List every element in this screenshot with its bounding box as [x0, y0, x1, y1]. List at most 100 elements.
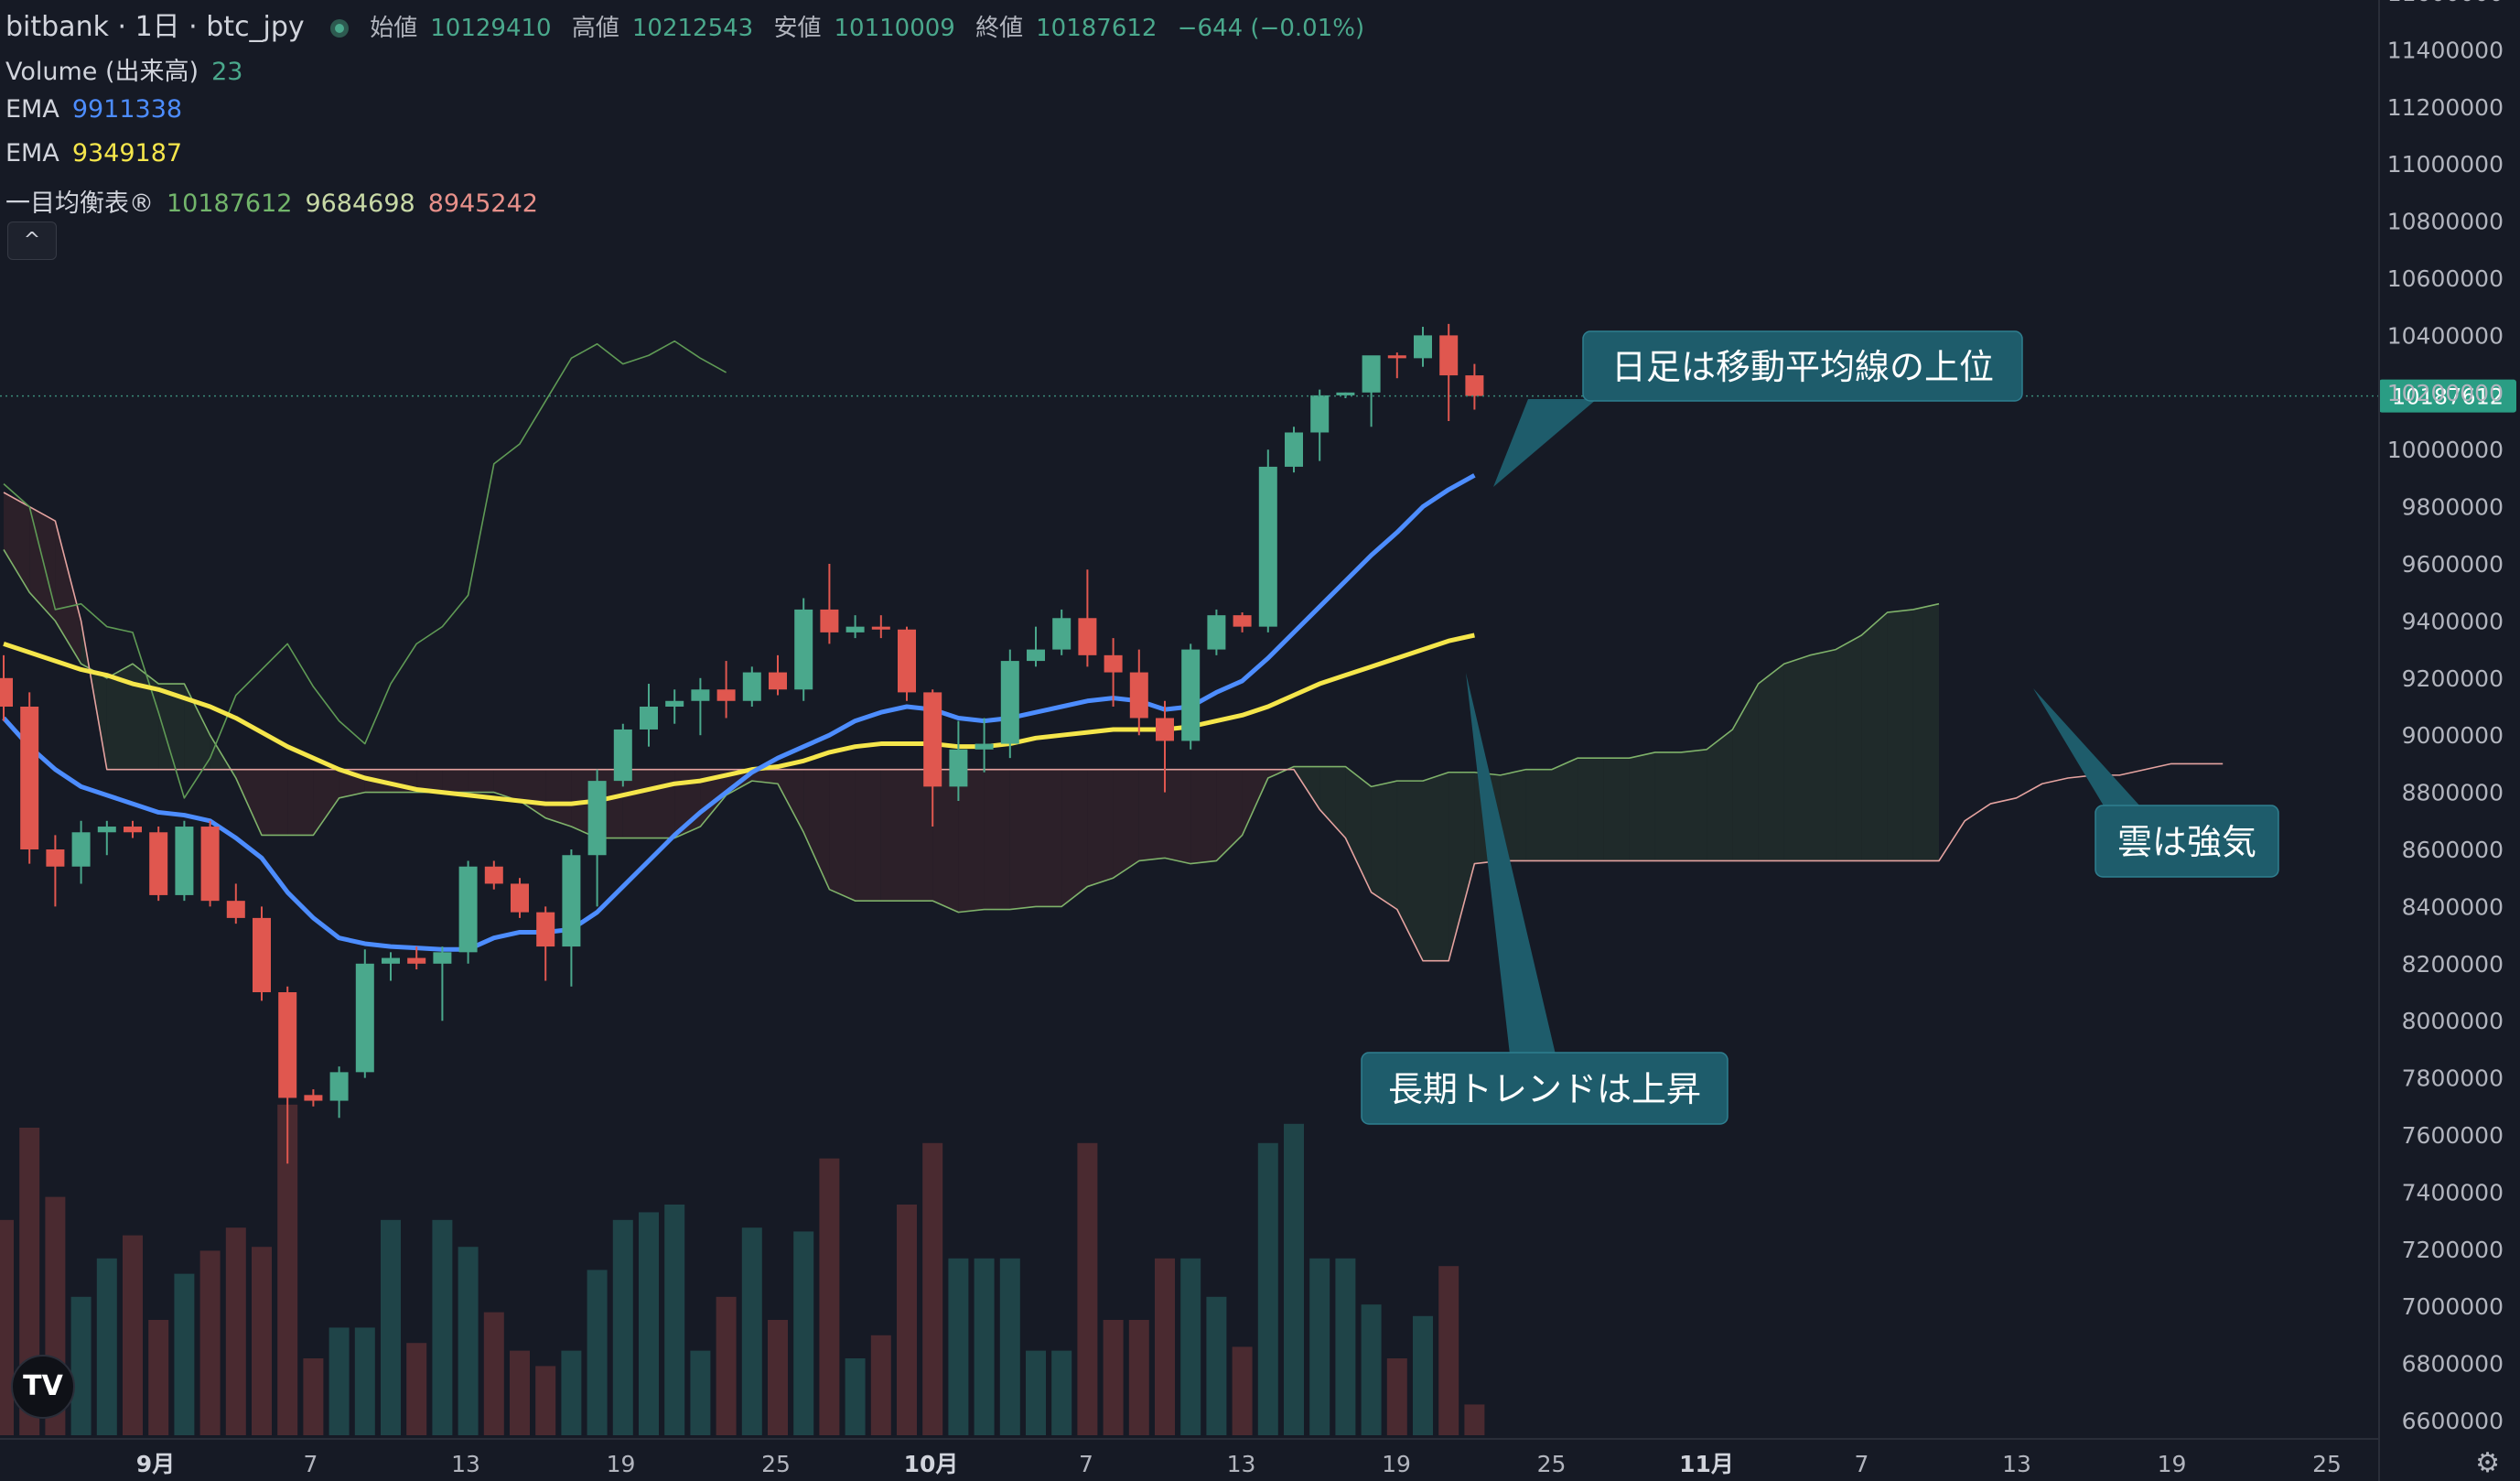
y-tick-label: 7200000	[2402, 1237, 2504, 1263]
ema2-legend[interactable]: EMA 9349187	[5, 139, 195, 168]
candle-body	[1285, 432, 1303, 467]
cloud-segment	[700, 769, 727, 827]
candle-body	[1414, 335, 1432, 359]
candle-body	[1233, 615, 1252, 627]
cloud-segment	[235, 769, 262, 836]
candle-body	[1052, 618, 1072, 650]
cloud-segment	[1810, 649, 1836, 861]
cloud-segment	[133, 664, 159, 770]
volume-bar	[664, 1205, 685, 1435]
candle-body	[1078, 618, 1097, 655]
callout-text: 日足は移動平均線の上位	[1611, 347, 1994, 387]
volume-bar	[483, 1312, 504, 1435]
high-label: 高値	[571, 15, 619, 42]
volume-bar	[819, 1158, 840, 1435]
candle-body	[898, 629, 916, 693]
cloud-segment	[958, 769, 985, 913]
volume-bar	[1438, 1266, 1459, 1435]
candle-body	[1027, 649, 1045, 662]
cloud-segment	[442, 769, 468, 793]
volume-bar	[199, 1250, 221, 1435]
x-tick-label: 13	[451, 1451, 480, 1477]
cloud-segment	[262, 769, 288, 836]
cloud-segment	[1319, 766, 1346, 838]
volume-bar	[252, 1247, 272, 1435]
volume-bar	[0, 1219, 14, 1435]
cloud-segment	[1912, 603, 1939, 861]
cloud-segment	[778, 769, 804, 833]
volume-bar	[1284, 1123, 1304, 1435]
volume-bar	[96, 1258, 117, 1435]
volume-bar	[897, 1205, 917, 1435]
volume-bar	[432, 1219, 453, 1435]
last-price-label: 10187612	[2392, 384, 2504, 410]
cloud-segment	[1448, 772, 1475, 961]
cloud-segment	[184, 684, 210, 770]
cloud-segment	[4, 492, 30, 593]
volume-bar	[690, 1350, 711, 1435]
y-tick-label: 11600000	[2387, 0, 2504, 6]
cloud-segment	[1654, 751, 1681, 861]
x-tick-label: 13	[2002, 1451, 2031, 1477]
volume-bar	[458, 1247, 479, 1435]
span-a-line	[3, 548, 1940, 913]
volume-bar	[1413, 1315, 1433, 1435]
tradingview-logo-icon[interactable]: TV	[11, 1355, 75, 1419]
callout-text: 雲は強気	[2117, 822, 2256, 862]
y-tick-label: 9600000	[2402, 551, 2504, 578]
callout-box	[1361, 1052, 1728, 1125]
volume-legend[interactable]: Volume (出来高) 23	[5, 51, 255, 87]
candle-body	[1104, 654, 1123, 673]
candle-body	[124, 827, 142, 833]
candle-body	[820, 609, 839, 632]
volume-bar	[406, 1343, 427, 1435]
volume-bar	[1128, 1320, 1149, 1435]
candlesticks	[0, 323, 1484, 1164]
candle-body	[640, 707, 658, 730]
y-tick-label: 8400000	[2402, 893, 2504, 920]
volume-bar	[793, 1231, 814, 1435]
collapse-legend-button[interactable]: ^	[7, 222, 57, 260]
y-tick-label: 10000000	[2387, 437, 2504, 463]
cloud-segment	[1036, 769, 1062, 907]
cloud-segment	[907, 769, 933, 902]
x-tick-label: 19	[1382, 1451, 1411, 1477]
ichimoku-legend[interactable]: 一目均衡表® 10187612 9684698 8945242	[5, 183, 551, 219]
symbol-title[interactable]: bitbank · 1日 · btc_jpy	[5, 11, 305, 43]
volume-bar	[1155, 1258, 1175, 1435]
volume-bar	[922, 1142, 943, 1435]
cloud-segment	[1396, 781, 1423, 961]
volume-value: 23	[211, 58, 243, 86]
candle-body	[278, 992, 297, 1098]
volume-bar	[174, 1273, 195, 1435]
price-line: 10187612	[0, 379, 2516, 413]
candle-body	[226, 901, 245, 918]
volume-bar	[948, 1258, 969, 1435]
candle-body	[871, 626, 890, 630]
change-value: −644 (−0.01%)	[1177, 15, 1365, 42]
y-tick-label: 9400000	[2402, 608, 2504, 634]
candle-body	[1362, 355, 1381, 393]
volume-bar	[225, 1227, 246, 1435]
y-tick-label: 10800000	[2387, 209, 2504, 235]
cloud-segment	[1061, 769, 1088, 907]
ema1-legend[interactable]: EMA 9911338	[5, 95, 195, 124]
candle-body	[975, 743, 994, 750]
volume-bar	[1232, 1346, 1253, 1435]
volume-bar	[354, 1327, 375, 1435]
candle-body	[71, 832, 91, 867]
chikou-line	[3, 340, 727, 799]
y-tick-label: 8200000	[2402, 951, 2504, 978]
x-tick-label: 25	[2312, 1451, 2342, 1477]
callout-box	[2095, 805, 2279, 878]
candle-body	[562, 855, 581, 947]
y-tick-label: 6600000	[2402, 1408, 2504, 1434]
y-tick-label: 8600000	[2402, 837, 2504, 863]
settings-gear-icon[interactable]: ⚙	[2475, 1447, 2500, 1479]
candle-body	[407, 957, 426, 964]
ichimoku-cloud	[4, 492, 1939, 961]
candle-body	[665, 700, 684, 707]
cloud-segment	[932, 769, 959, 913]
volume-bar	[1026, 1350, 1046, 1435]
